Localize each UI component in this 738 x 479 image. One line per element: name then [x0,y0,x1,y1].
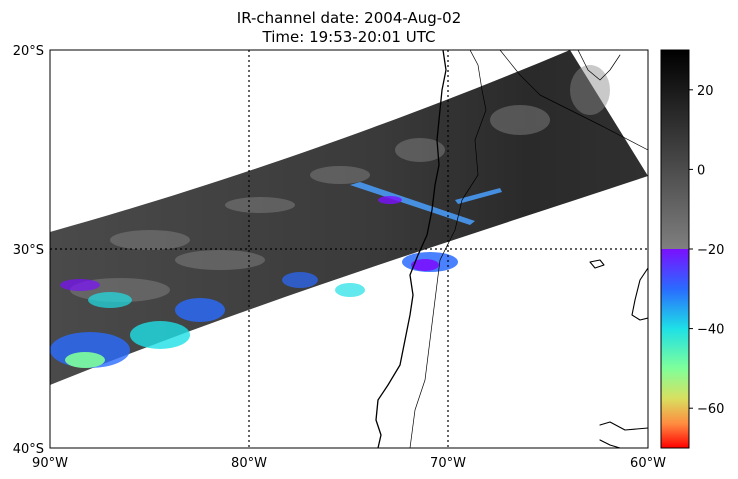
lat-tick-label: 30°S [13,243,44,258]
colorbar-ticks: 20 0 −20 −40 −60 [689,84,724,417]
colorbar-gray-segment [661,50,689,249]
cold-cloud-tops [50,182,502,368]
map-gridlines [50,50,648,448]
colorbar: 20 0 −20 −40 −60 [660,49,724,449]
colorbar-color-segment [661,249,689,448]
colorbar-tick-label: −40 [697,323,724,338]
lon-tick-label: 80°W [231,456,267,471]
lat-tick-label: 40°S [13,442,44,457]
swath-cloud-texture [70,65,610,302]
map-title-date: IR-channel date: 2004-Aug-02 [236,9,462,27]
lon-tick-label: 90°W [32,456,68,471]
map-title-time: Time: 19:53-20:01 UTC [262,28,436,46]
map-panel [50,50,648,448]
colorbar-tick-label: −60 [697,402,724,417]
lon-tick-label: 70°W [430,456,466,471]
map-frame [49,49,649,449]
coastlines [375,50,648,448]
lon-tick-label: 60°W [630,456,666,471]
colorbar-tick-label: 0 [697,163,705,178]
colorbar-tick-label: 20 [697,84,714,99]
colorbar-tick-label: −20 [697,243,724,258]
lat-tick-label: 20°S [13,44,44,59]
